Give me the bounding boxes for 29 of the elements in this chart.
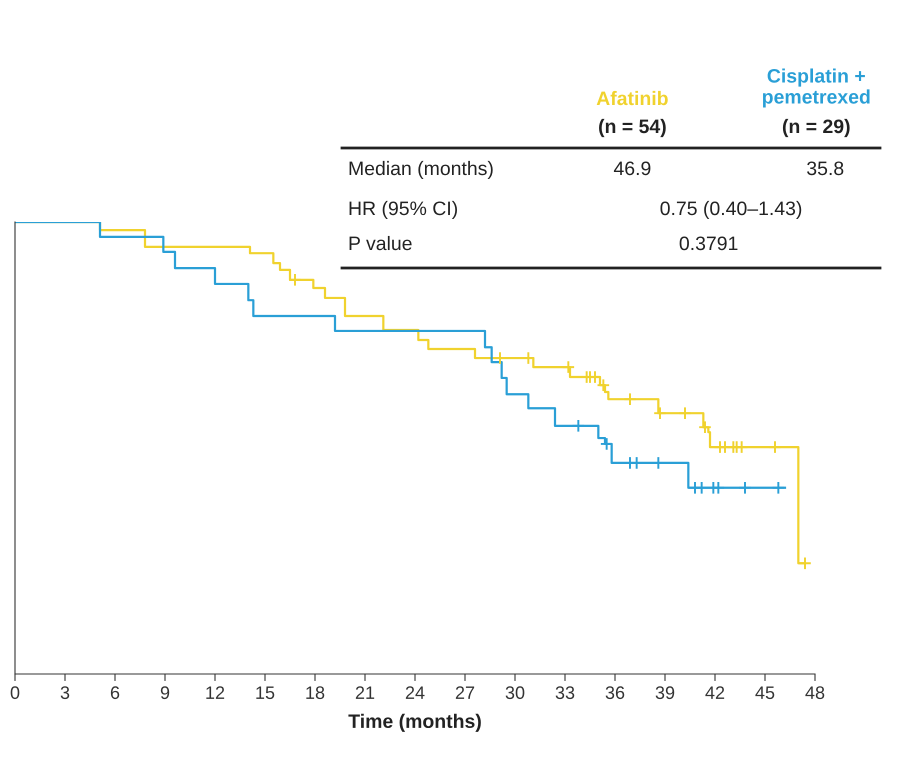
- x-tick-label: 45: [755, 686, 774, 700]
- x-tick-label: 24: [406, 686, 425, 699]
- x-tick-label: 39: [656, 686, 674, 700]
- x-tick-label: 9: [160, 686, 170, 700]
- text: 46.9: [614, 161, 650, 176]
- annotation: 0.3791: [680, 236, 738, 250]
- x-tick-label: 6: [110, 686, 120, 700]
- x-tick-label: 12: [206, 686, 224, 699]
- text: (n = 29): [782, 118, 850, 138]
- x-tick-label: 18: [306, 686, 324, 700]
- text: HR (95% CI): [350, 200, 457, 220]
- text: 35.8: [807, 161, 844, 176]
- text: Cisplatin + pemetrexed: [762, 68, 870, 108]
- x-tick-label: 0: [10, 686, 20, 700]
- x-tick-label: 27: [456, 686, 474, 699]
- x-tick-label: 48: [805, 686, 824, 700]
- annotation: P value: [350, 236, 412, 250]
- x-tick-label: 33: [556, 686, 574, 700]
- x-axis-title: Time (months): [348, 714, 481, 732]
- x-tick-label: 15: [256, 686, 274, 700]
- x-tick-label: 3: [60, 686, 70, 700]
- x-tick-label: 21: [356, 686, 374, 699]
- text: (n = 54): [599, 118, 666, 138]
- text: Median (months): [350, 160, 493, 180]
- text: 0.75 (0.40–1.43): [660, 200, 802, 220]
- text: Afatinib: [596, 90, 668, 106]
- x-tick-label: 42: [705, 686, 724, 699]
- x-tick-label: 30: [506, 686, 524, 700]
- x-tick-label: 36: [606, 686, 624, 700]
